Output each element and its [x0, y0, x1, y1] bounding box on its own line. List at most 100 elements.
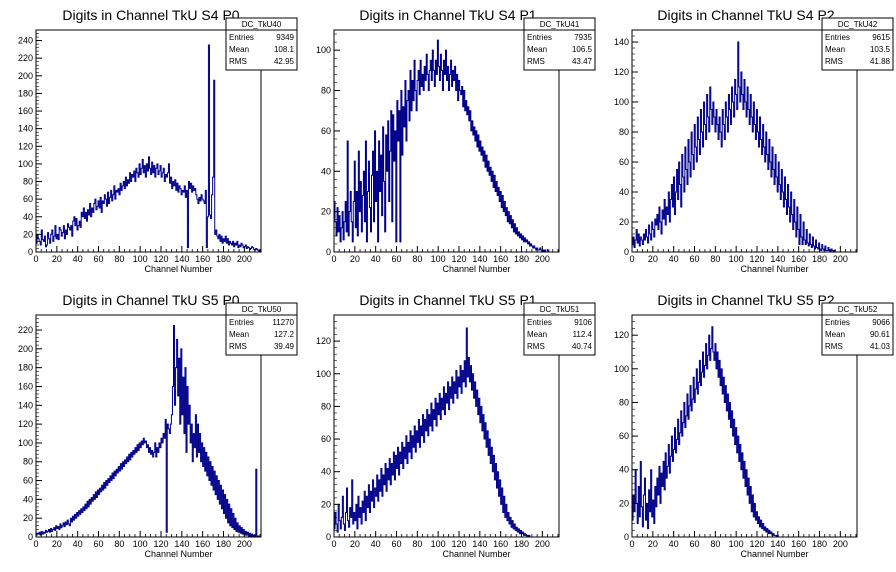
y-tick-label: 200: [18, 344, 33, 354]
y-tick-label: 0: [624, 247, 629, 257]
x-tick-label: 140: [174, 539, 189, 549]
x-tick-label: 0: [331, 254, 336, 264]
x-tick-label: 160: [791, 539, 806, 549]
histogram-title: Digits in Channel TkU S4 P1: [359, 7, 536, 23]
y-tick-label: 80: [23, 177, 33, 187]
y-tick-label: 80: [23, 457, 33, 467]
histogram-pad: Digits in Channel TkU S5 P0 0 20 40 60 80 100 1…: [18, 292, 298, 559]
y-tick-label: 140: [18, 124, 33, 134]
x-tick-label: 100: [431, 539, 446, 549]
stats-entries-value: 9349: [276, 33, 294, 42]
y-tick-label: 100: [614, 97, 629, 107]
y-tick-label: 60: [23, 194, 33, 204]
stats-name: DC_TkU51: [540, 305, 580, 314]
y-tick-label: 40: [23, 494, 33, 504]
stats-box-frame: [523, 17, 596, 71]
x-axis-title: Channel Number: [740, 264, 808, 274]
x-tick-label: 0: [629, 254, 634, 264]
x-tick-label: 200: [833, 539, 848, 549]
y-tick-label: 140: [18, 400, 33, 410]
stats-rms-label: RMS: [527, 342, 545, 351]
x-axis-title: Channel Number: [144, 264, 212, 274]
stats-entries-value: 9106: [574, 318, 592, 327]
x-tick-label: 160: [493, 539, 508, 549]
stats-mean-value: 112.4: [573, 330, 593, 339]
stats-mean-label: Mean: [229, 330, 249, 339]
stats-mean-label: Mean: [527, 45, 547, 54]
stats-entries-label: Entries: [825, 33, 850, 42]
stats-rms-label: RMS: [527, 57, 545, 66]
stats-mean-value: 103.5: [870, 45, 891, 54]
x-tick-label: 120: [451, 539, 466, 549]
x-axis-title: Channel Number: [442, 264, 510, 274]
stats-box: DC_TkU41 Entries 7935 Mean 106.5 RMS 43.47: [523, 17, 596, 71]
stats-mean-label: Mean: [527, 330, 547, 339]
y-tick-label: 20: [321, 499, 331, 509]
x-axis-title: Channel Number: [740, 549, 808, 559]
x-tick-label: 20: [648, 539, 658, 549]
x-tick-label: 120: [451, 254, 466, 264]
stats-box-frame: [523, 302, 596, 356]
stats-box-frame: [821, 302, 894, 356]
x-tick-label: 180: [216, 254, 231, 264]
y-tick-label: 0: [326, 247, 331, 257]
stats-box: DC_TkU52 Entries 9066 Mean 90.61 RMS 41.03: [821, 302, 894, 356]
x-tick-label: 180: [514, 539, 529, 549]
y-tick-label: 140: [614, 37, 629, 47]
x-tick-label: 0: [33, 539, 38, 549]
x-tick-label: 100: [729, 254, 744, 264]
stats-box: DC_TkU51 Entries 9106 Mean 112.4 RMS 40.74: [523, 302, 596, 356]
y-tick-label: 20: [321, 207, 331, 217]
x-tick-label: 140: [770, 539, 785, 549]
stats-name: DC_TkU50: [242, 305, 282, 314]
y-tick-label: 120: [316, 336, 331, 346]
x-tick-label: 60: [391, 254, 401, 264]
stats-rms-value: 40.74: [572, 342, 593, 351]
stats-entries-value: 7935: [574, 33, 592, 42]
x-tick-label: 100: [133, 254, 148, 264]
stats-rms-value: 41.88: [870, 57, 891, 66]
x-tick-label: 160: [791, 254, 806, 264]
x-tick-label: 80: [710, 539, 720, 549]
stats-mean-label: Mean: [825, 330, 845, 339]
y-tick-label: 220: [18, 325, 33, 335]
stats-mean-label: Mean: [825, 45, 845, 54]
x-tick-label: 0: [629, 539, 634, 549]
plot-frame: [333, 29, 560, 253]
y-tick-label: 20: [619, 498, 629, 508]
x-tick-label: 80: [412, 254, 422, 264]
x-tick-label: 80: [710, 254, 720, 264]
x-tick-label: 160: [195, 254, 210, 264]
y-tick-label: 60: [321, 126, 331, 136]
x-tick-label: 180: [514, 254, 529, 264]
histogram-series-line: [631, 41, 857, 253]
stats-box: DC_TkU42 Entries 9615 Mean 103.5 RMS 41.88: [821, 17, 894, 71]
stats-box: DC_TkU40 Entries 9349 Mean 108.1 RMS 42.95: [225, 17, 298, 71]
x-tick-label: 0: [331, 539, 336, 549]
x-tick-label: 40: [371, 254, 381, 264]
plot-frame: [631, 314, 858, 538]
y-tick-label: 20: [619, 217, 629, 227]
y-tick-label: 40: [23, 212, 33, 222]
histogram-pad: Digits in Channel TkU S5 P2 0 20 40 60 80 100 1…: [614, 292, 894, 559]
x-tick-label: 160: [493, 254, 508, 264]
y-tick-label: 40: [619, 187, 629, 197]
x-tick-label: 40: [73, 539, 83, 549]
x-tick-label: 180: [812, 254, 827, 264]
y-tick-label: 120: [614, 330, 629, 340]
histogram-title: Digits in Channel TkU S5 P2: [657, 292, 834, 308]
x-tick-label: 100: [133, 539, 148, 549]
x-tick-label: 140: [472, 539, 487, 549]
x-tick-label: 200: [237, 254, 252, 264]
histogram-series-line: [333, 327, 559, 538]
y-tick-label: 200: [18, 71, 33, 81]
x-tick-label: 160: [195, 539, 210, 549]
stats-mean-value: 90.61: [870, 330, 891, 339]
stats-entries-label: Entries: [229, 318, 254, 327]
y-tick-label: 100: [316, 45, 331, 55]
y-tick-label: 160: [18, 106, 33, 116]
y-tick-label: 100: [316, 369, 331, 379]
x-tick-label: 120: [749, 254, 764, 264]
stats-name: DC_TkU40: [242, 20, 282, 29]
y-tick-label: 160: [18, 381, 33, 391]
